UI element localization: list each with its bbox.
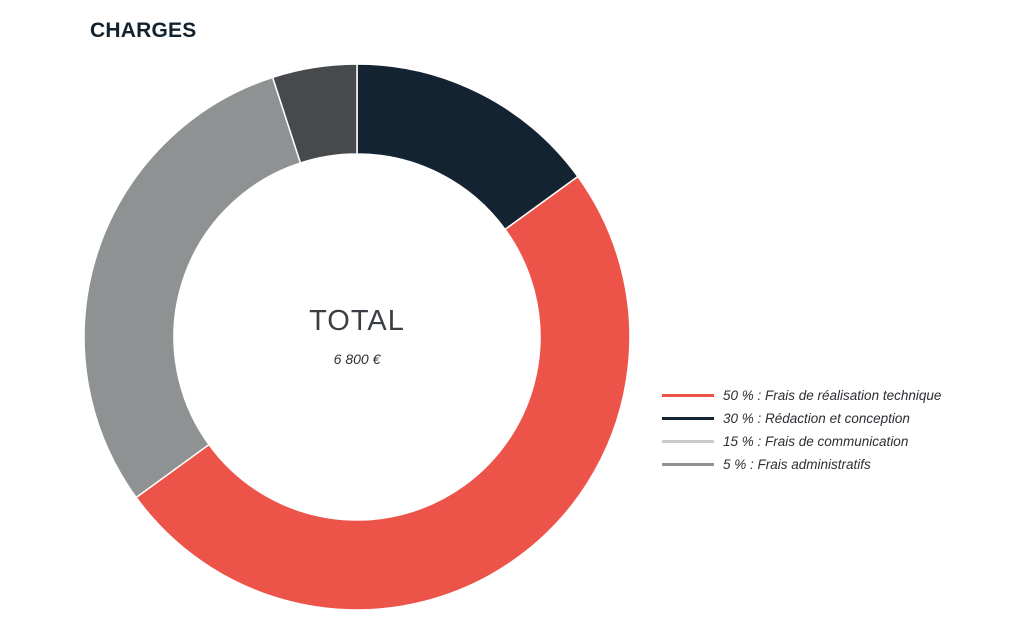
donut-slice-1 [135,175,631,611]
legend-label: 5 % : Frais administratifs [723,457,871,472]
legend-label: 30 % : Rédaction et conception [723,411,910,426]
legend-item-1: 30 % : Rédaction et conception [662,407,941,430]
legend-swatch [662,394,714,397]
center-label: TOTAL [309,305,405,337]
chart-title: CHARGES [90,19,197,42]
legend-item-3: 5 % : Frais administratifs [662,453,941,476]
legend-swatch [662,463,714,466]
donut-slice-3 [271,63,358,164]
legend-item-2: 15 % : Frais de communication [662,430,941,453]
legend-item-0: 50 % : Frais de réalisation technique [662,384,941,407]
center-total-value: 6 800 € [333,351,381,367]
legend-label: 15 % : Frais de communication [723,434,909,449]
legend-label: 50 % : Frais de réalisation technique [723,388,942,403]
legend-swatch [662,417,714,420]
chart-legend: 50 % : Frais de réalisation technique 30 … [662,384,941,476]
legend-swatch [662,440,714,443]
donut-slice-2 [83,76,302,499]
